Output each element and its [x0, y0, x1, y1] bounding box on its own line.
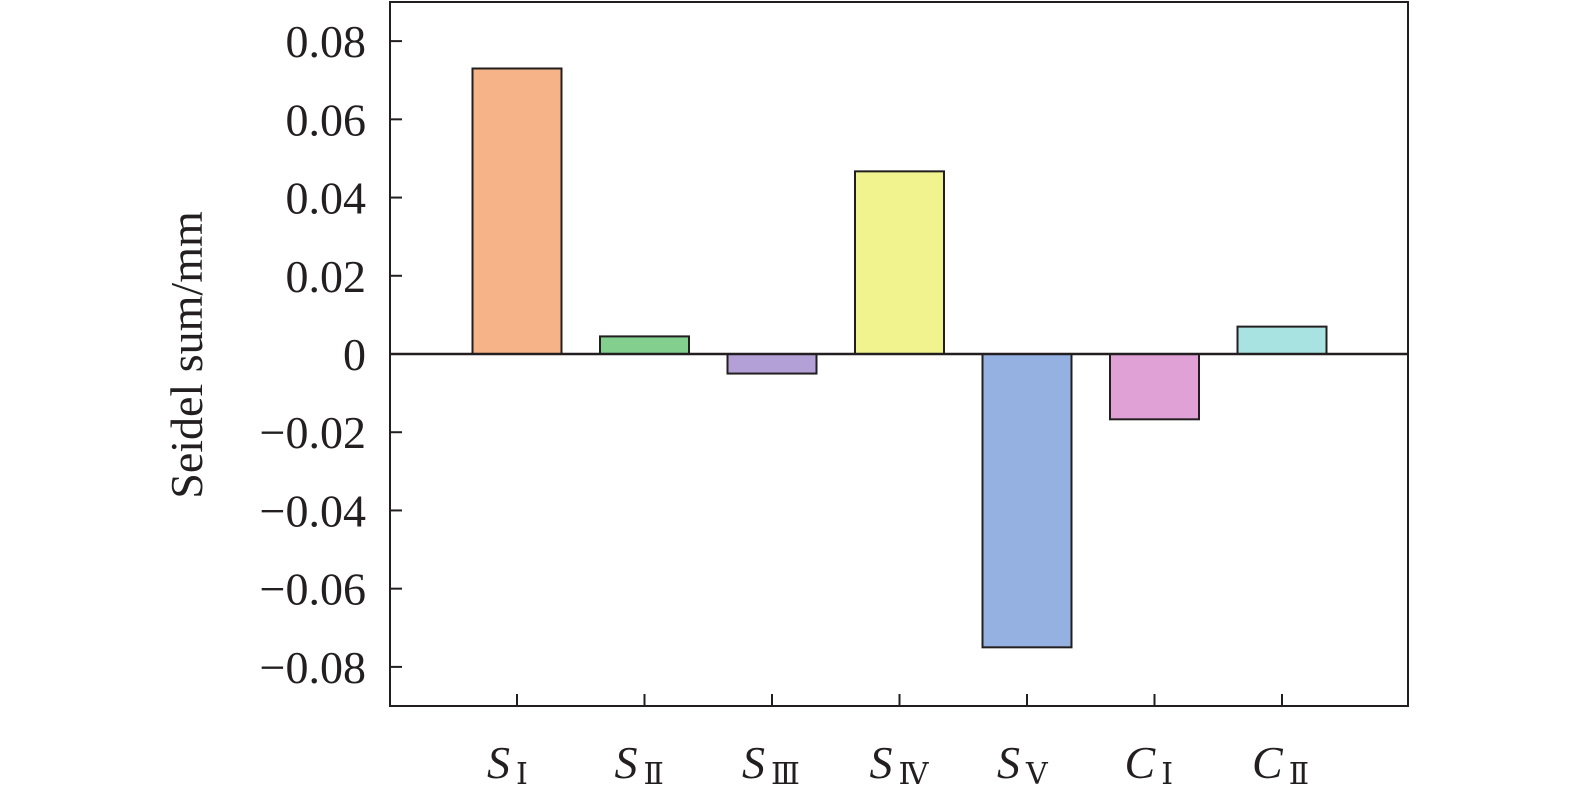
x-tick-label-main: S	[487, 737, 510, 788]
bar	[599, 335, 690, 355]
bar	[1109, 353, 1200, 421]
y-tick-label: −0.06	[260, 564, 366, 615]
bar	[726, 353, 818, 375]
y-tick-label: −0.04	[260, 485, 366, 536]
x-tick-label-subscript: Ⅳ	[899, 758, 930, 791]
y-tick-label: −0.08	[260, 642, 366, 693]
x-tick-label-main: S	[615, 737, 638, 788]
y-tick-label: 0.06	[286, 94, 367, 145]
x-tick-label-main: C	[1252, 737, 1284, 788]
y-tick-label: −0.02	[260, 407, 366, 458]
y-tick-label: 0	[343, 329, 366, 380]
bar	[854, 170, 945, 355]
bar	[1236, 325, 1328, 355]
y-tick-label: 0.02	[286, 251, 367, 302]
bars-group	[471, 67, 1328, 649]
x-tick-label-subscript: Ⅱ	[644, 758, 664, 791]
bar	[981, 353, 1073, 649]
x-tick-label-main: S	[870, 737, 893, 788]
x-tick-label-main: C	[1125, 737, 1157, 788]
x-tick-label-subscript: Ⅱ	[1289, 758, 1309, 791]
y-axis-title: Seidel sum/mm	[161, 211, 212, 499]
x-tick-label-subscript: Ⅴ	[1025, 758, 1049, 791]
bar	[471, 67, 563, 355]
y-axis: 0.08 0.06 0.04 0.02 0 −0.02 −0.04 −0.06 −0.08	[260, 16, 402, 693]
y-tick-label: 0.08	[286, 16, 367, 67]
x-tick-label-main: S	[742, 737, 765, 788]
y-tick-label: 0.04	[286, 173, 367, 224]
x-tick-label-subscript: Ⅰ	[1161, 758, 1173, 791]
x-tick-label-subscript: Ⅲ	[771, 758, 800, 791]
x-tick-label-subscript: Ⅰ	[516, 758, 528, 791]
x-tick-label-main: S	[997, 737, 1020, 788]
